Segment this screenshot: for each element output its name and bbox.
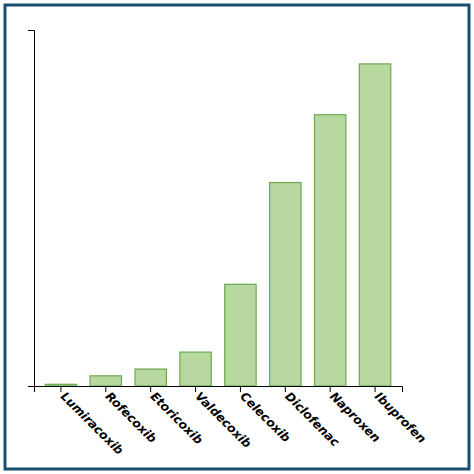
bar (90, 376, 121, 386)
bar (135, 369, 166, 386)
y-axis-line (28, 31, 35, 387)
x-tick-mark (330, 386, 331, 392)
x-tick-mark (375, 386, 376, 392)
bar (225, 284, 256, 386)
x-tick-mark (150, 386, 151, 392)
bar (45, 384, 76, 386)
x-axis-line (35, 387, 403, 393)
plot: LumiracoxibRofecoxibEtoricoxibValdecoxib… (28, 31, 429, 458)
x-axis: LumiracoxibRofecoxibEtoricoxibValdecoxib… (35, 386, 429, 458)
bar (270, 183, 301, 386)
bars (45, 64, 391, 386)
bar (180, 352, 211, 386)
x-tick-mark (285, 386, 286, 392)
x-tick-mark (240, 386, 241, 392)
x-tick-mark (60, 386, 61, 392)
x-tick-mark (105, 386, 106, 392)
x-tick-label: Ibuprofen (372, 389, 429, 446)
bar (314, 115, 345, 386)
y-axis (28, 31, 35, 387)
x-tick-mark (195, 386, 196, 392)
x-tick: Naproxen (327, 386, 383, 445)
bar (359, 64, 390, 386)
x-tick: Ibuprofen (372, 386, 429, 446)
chart-svg: LumiracoxibRofecoxibEtoricoxibValdecoxib… (0, 0, 474, 474)
page-border (5, 5, 469, 469)
